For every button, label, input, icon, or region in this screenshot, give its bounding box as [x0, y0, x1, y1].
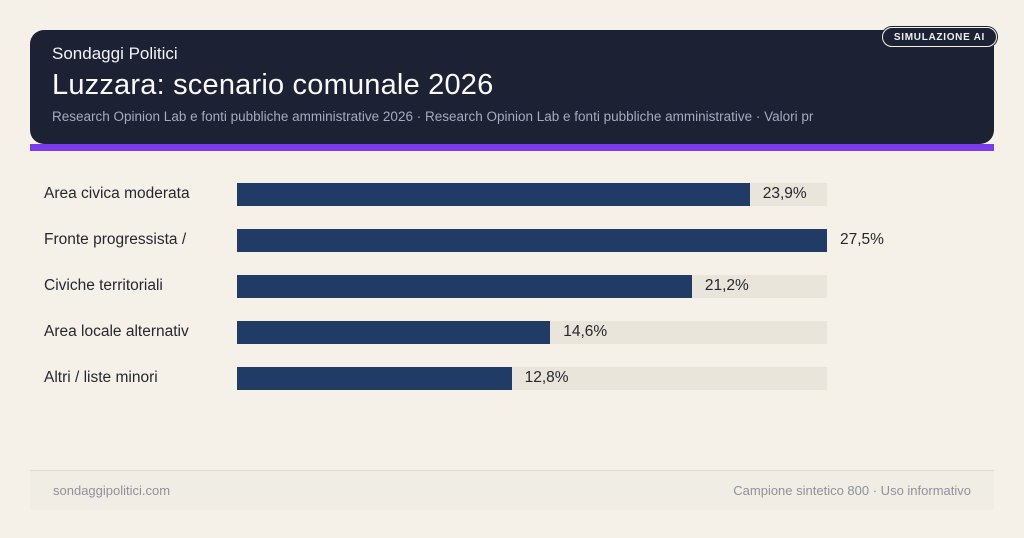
source-subtitle: Research Opinion Lab e fonti pubbliche a…: [52, 109, 814, 125]
footer-site: sondaggipolitici.com: [53, 483, 171, 498]
bar-track: 12,8%: [237, 366, 827, 390]
bar-track: 27,5%: [237, 228, 884, 252]
value-label: 14,6%: [563, 323, 608, 340]
simulation-ai-badge: SIMULAZIONE AI: [881, 27, 997, 47]
category-label: Fronte progressista /: [44, 231, 187, 248]
value-label: 23,9%: [762, 185, 807, 202]
value-label: 21,2%: [704, 277, 749, 294]
value-label: 12,8%: [524, 369, 569, 386]
bar-chart: Area civica moderata 23,9% Fronte progre…: [30, 171, 994, 401]
footer-note: Campione sintetico 800 · Uso informativo: [733, 483, 971, 498]
value-label: 27,5%: [840, 231, 884, 248]
category-label: Area locale alternativ: [44, 323, 189, 340]
bar-segment: [237, 228, 827, 252]
bar-row: Civiche territoriali 21,2%: [30, 263, 994, 309]
bar-track: 14,6%: [237, 320, 827, 344]
page-title: Luzzara: scenario comunale 2026: [52, 68, 494, 101]
bar-segment: [237, 274, 692, 298]
header-card: Sondaggi Politici Luzzara: scenario comu…: [30, 30, 994, 144]
bar-row: Altri / liste minori 12,8%: [30, 355, 994, 401]
bar-segment: [237, 320, 551, 344]
bar-row: Fronte progressista / 27,5%: [30, 217, 994, 263]
category-label: Civiche territoriali: [44, 277, 163, 294]
bar-row: Area locale alternativ 14,6%: [30, 309, 994, 355]
brand-kicker: Sondaggi Politici: [52, 44, 178, 63]
category-label: Altri / liste minori: [44, 369, 158, 386]
bar-track: 23,9%: [237, 182, 827, 206]
accent-divider: [30, 144, 994, 151]
bar-segment: [237, 182, 750, 206]
bar-segment: [237, 366, 512, 390]
bar-row: Area civica moderata 23,9%: [30, 171, 994, 217]
footer: sondaggipolitici.com Campione sintetico …: [30, 470, 994, 510]
bar-track: 21,2%: [237, 274, 827, 298]
category-label: Area civica moderata: [44, 185, 190, 202]
